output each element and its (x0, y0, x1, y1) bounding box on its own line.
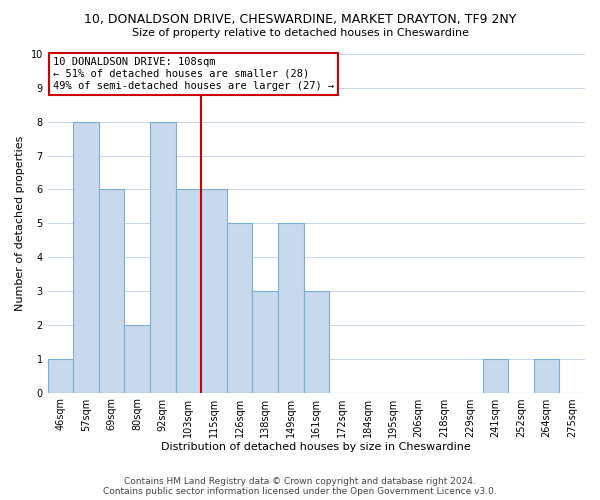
Bar (227, 224, 253, 392)
Text: 10, DONALDSON DRIVE, CHESWARDINE, MARKET DRAYTON, TF9 2NY: 10, DONALDSON DRIVE, CHESWARDINE, MARKET… (84, 12, 516, 26)
Bar (73, 122, 99, 392)
Bar (534, 358, 559, 392)
Y-axis label: Number of detached properties: Number of detached properties (15, 136, 25, 311)
Bar (482, 358, 508, 392)
Bar (99, 190, 124, 392)
Bar (47, 358, 73, 392)
Text: Contains HM Land Registry data © Crown copyright and database right 2024.
Contai: Contains HM Land Registry data © Crown c… (103, 476, 497, 496)
Text: 10 DONALDSON DRIVE: 108sqm
← 51% of detached houses are smaller (28)
49% of semi: 10 DONALDSON DRIVE: 108sqm ← 51% of deta… (53, 58, 334, 90)
Text: Size of property relative to detached houses in Cheswardine: Size of property relative to detached ho… (131, 28, 469, 38)
Bar (124, 325, 150, 392)
Bar (253, 291, 278, 392)
Bar (176, 190, 201, 392)
Bar (278, 224, 304, 392)
Bar (304, 291, 329, 392)
Bar (150, 122, 176, 392)
X-axis label: Distribution of detached houses by size in Cheswardine: Distribution of detached houses by size … (161, 442, 471, 452)
Bar (201, 190, 227, 392)
